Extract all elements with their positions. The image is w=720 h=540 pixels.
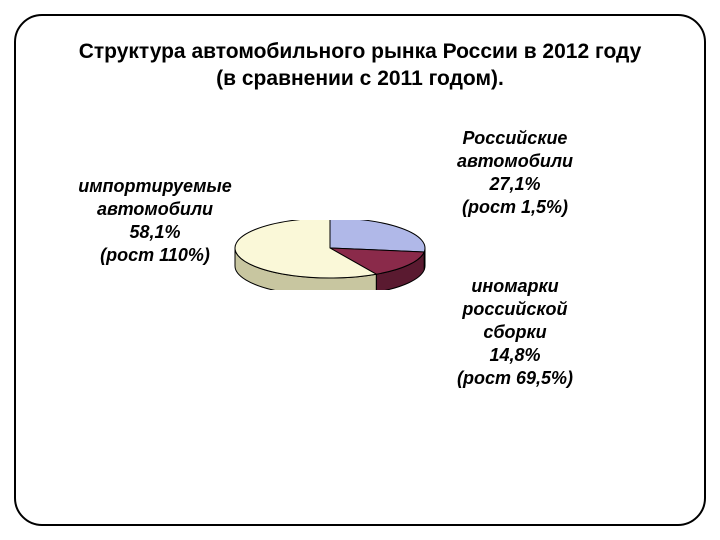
label-foreign-l1: иномарки (471, 276, 558, 296)
label-imported: импортируемые автомобили 58,1% (рост 110… (65, 175, 245, 267)
title-line-2: (в сравнении с 2011 годом). (216, 67, 504, 90)
page-title: Структура автомобильного рынка России в … (40, 38, 680, 93)
label-foreign-l3: сборки (483, 322, 546, 342)
label-imported-l2: автомобили (97, 199, 213, 219)
label-foreign-l4: 14,8% (489, 345, 540, 365)
pie-svg (230, 220, 430, 290)
label-russian: Российские автомобили 27,1% (рост 1,5%) (430, 127, 600, 219)
label-russian-l2: автомобили (457, 151, 573, 171)
label-foreign-l5: (рост 69,5%) (457, 368, 573, 388)
title-line-1: Структура автомобильного рынка России в … (79, 40, 642, 63)
label-imported-l4: (рост 110%) (100, 245, 210, 265)
label-russian-l4: (рост 1,5%) (462, 197, 568, 217)
label-imported-l3: 58,1% (129, 222, 180, 242)
label-imported-l1: импортируемые (78, 176, 232, 196)
label-russian-l3: 27,1% (489, 174, 540, 194)
label-russian-l1: Российские (463, 128, 568, 148)
pie-chart (230, 220, 430, 290)
label-foreign: иномарки российской сборки 14,8% (рост 6… (430, 275, 600, 390)
label-foreign-l2: российской (462, 299, 567, 319)
